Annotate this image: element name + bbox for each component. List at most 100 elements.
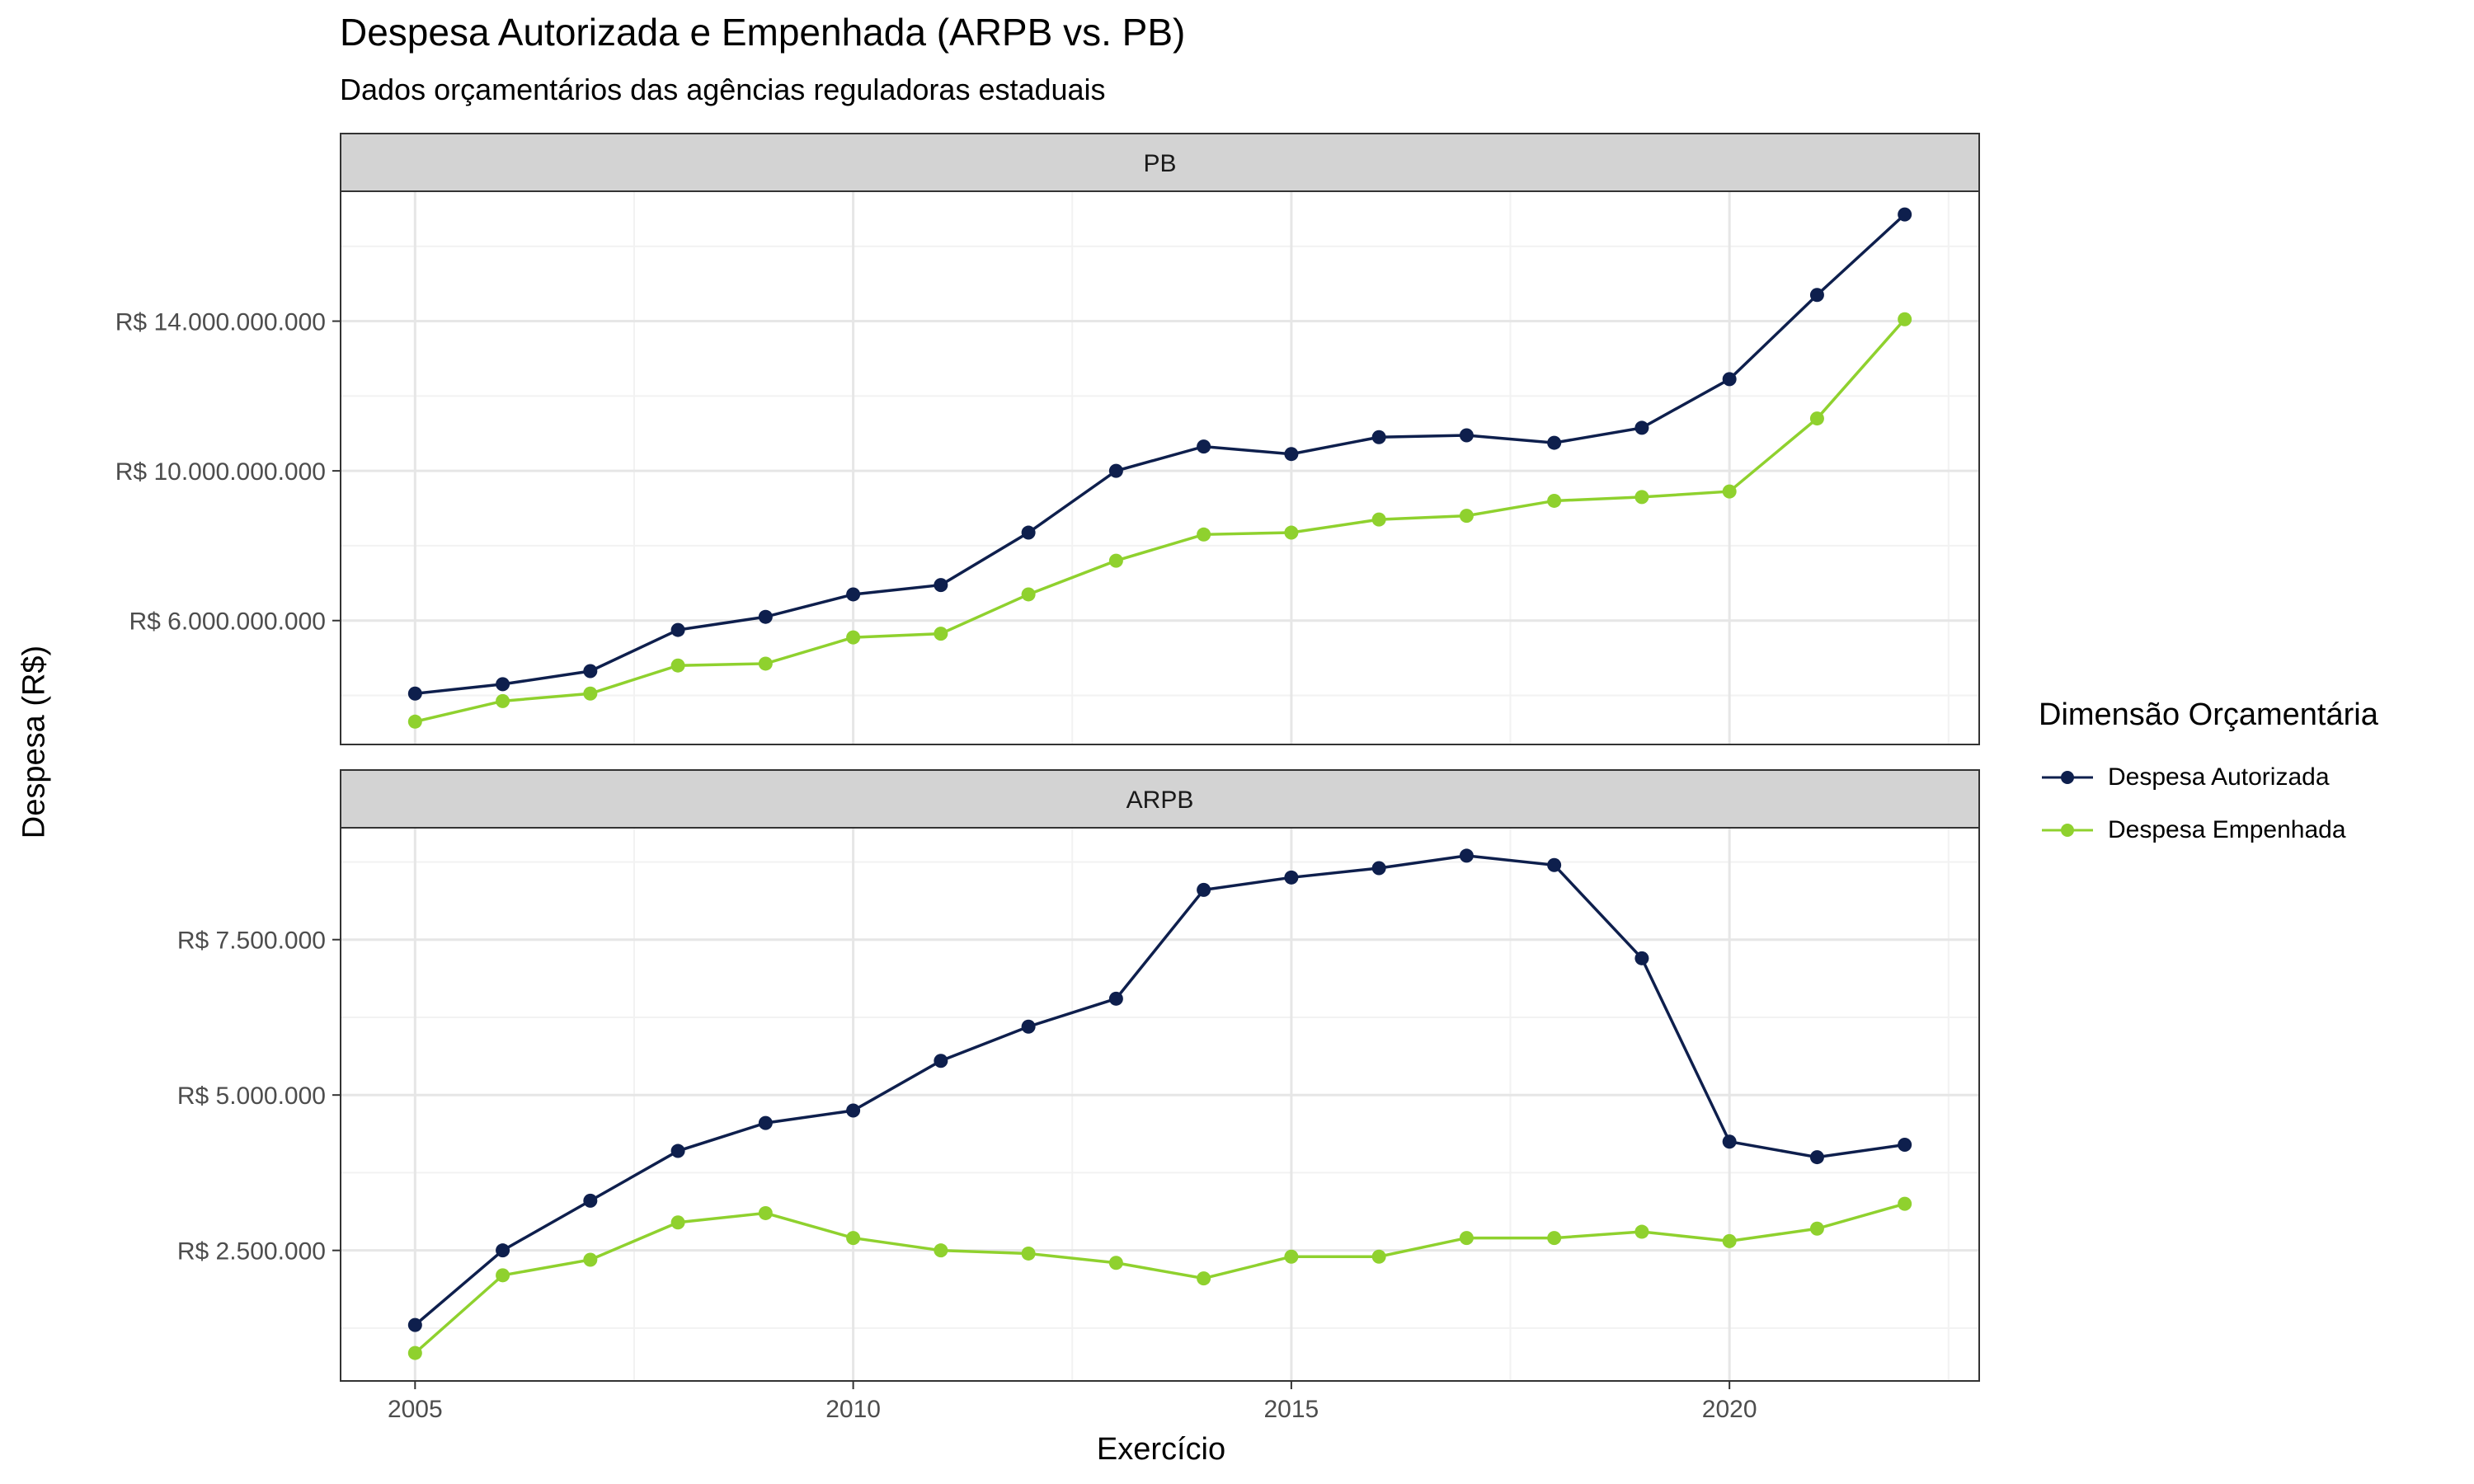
data-point-pb-autorizada [934, 578, 948, 593]
data-point-pb-autorizada [1284, 447, 1299, 462]
data-point-arpb-autorizada [1021, 1019, 1036, 1034]
x-tick-label: 2015 [1264, 1396, 1319, 1423]
legend-title: Dimensão Orçamentária [2039, 697, 2378, 732]
series-line-arpb-autorizada [414, 854, 1905, 1327]
legend-item-empenhada: Despesa Empenhada [2039, 804, 2378, 857]
x-axis-label: Exercício [1096, 1432, 1226, 1467]
data-point-pb-empenhada [1722, 484, 1737, 499]
panel-background [341, 828, 1979, 1381]
chart-subtitle: Dados orçamentários das agências regulad… [340, 73, 1106, 106]
data-point-arpb-autorizada [1108, 991, 1123, 1006]
data-point-arpb-empenhada [1108, 1256, 1123, 1270]
data-point-arpb-empenhada [1459, 1231, 1474, 1246]
facet-strip [340, 133, 1980, 192]
series-line-pb-autorizada [415, 213, 1906, 695]
series-line-arpb-empenhada [414, 1202, 1906, 1355]
data-point-pb-autorizada [1634, 420, 1649, 435]
data-point-pb-autorizada [758, 609, 773, 624]
data-point-pb-empenhada [1108, 553, 1123, 568]
panel-background [341, 191, 1979, 744]
data-point-arpb-empenhada [670, 1215, 685, 1230]
data-point-arpb-autorizada [1722, 1134, 1737, 1149]
data-point-arpb-empenhada [846, 1231, 861, 1246]
data-point-arpb-autorizada [407, 1317, 422, 1332]
data-point-pb-autorizada [1021, 525, 1036, 540]
data-point-arpb-autorizada [670, 1144, 685, 1158]
x-tick-label: 2020 [1702, 1396, 1757, 1423]
data-point-arpb-empenhada [1547, 1231, 1562, 1246]
data-point-pb-autorizada [1809, 288, 1824, 303]
data-point-arpb-empenhada [1197, 1271, 1211, 1286]
data-point-pb-autorizada [1108, 463, 1123, 478]
data-point-arpb-autorizada [934, 1054, 948, 1068]
data-point-pb-empenhada [1284, 525, 1299, 540]
data-point-arpb-autorizada [1371, 861, 1386, 876]
data-point-arpb-empenhada [496, 1268, 510, 1283]
legend-label-autorizada: Despesa Autorizada [2108, 763, 2330, 791]
facet-strip [340, 769, 1980, 829]
data-point-arpb-autorizada [1634, 951, 1649, 965]
data-point-pb-empenhada [758, 656, 773, 671]
data-point-arpb-autorizada [1809, 1150, 1824, 1165]
data-point-pb-autorizada [496, 677, 510, 692]
data-point-arpb-autorizada [846, 1103, 861, 1118]
data-point-arpb-autorizada [1898, 1138, 1912, 1153]
data-point-pb-autorizada [407, 686, 422, 701]
data-point-pb-autorizada [1722, 372, 1737, 387]
x-tick-label: 2010 [825, 1396, 881, 1423]
x-tick-label: 2005 [388, 1396, 443, 1423]
data-point-pb-empenhada [583, 686, 598, 701]
data-point-pb-empenhada [846, 630, 861, 645]
data-point-pb-empenhada [1809, 411, 1824, 426]
data-point-arpb-empenhada [758, 1205, 773, 1220]
data-point-arpb-empenhada [1898, 1196, 1912, 1211]
data-point-pb-empenhada [934, 627, 948, 641]
facet-strip-label: ARPB [1126, 787, 1194, 814]
legend-key-autorizada [2042, 771, 2093, 784]
legend-item-autorizada: Despesa Autorizada [2039, 751, 2378, 804]
y-tick-label: R$ 14.000.000.000 [115, 309, 326, 336]
data-point-arpb-autorizada [1284, 870, 1299, 885]
chart-title: Despesa Autorizada e Empenhada (ARPB vs.… [340, 11, 1186, 54]
data-point-arpb-autorizada [583, 1193, 598, 1208]
legend-key-empenhada [2042, 824, 2093, 837]
data-point-arpb-empenhada [1634, 1224, 1649, 1239]
data-point-pb-autorizada [583, 664, 598, 679]
data-point-pb-empenhada [1459, 509, 1474, 524]
data-point-pb-empenhada [670, 658, 685, 673]
series-line-pb-empenhada [414, 318, 1906, 724]
y-tick-label: R$ 5.000.000 [177, 1082, 326, 1110]
data-point-pb-empenhada [1898, 312, 1912, 326]
data-point-pb-empenhada [496, 693, 510, 708]
legend: Dimensão Orçamentária Despesa Autorizada… [2039, 697, 2378, 857]
data-point-arpb-autorizada [1459, 848, 1474, 863]
data-point-pb-empenhada [1634, 490, 1649, 505]
data-point-arpb-empenhada [1371, 1249, 1386, 1264]
data-point-arpb-autorizada [1197, 882, 1211, 897]
data-point-pb-empenhada [1021, 587, 1036, 602]
data-point-pb-empenhada [1371, 512, 1386, 527]
data-point-arpb-empenhada [583, 1252, 598, 1267]
data-point-arpb-autorizada [1547, 857, 1562, 872]
data-point-arpb-empenhada [1722, 1233, 1737, 1248]
y-tick-label: R$ 10.000.000.000 [115, 458, 326, 486]
y-tick-label: R$ 7.500.000 [177, 928, 326, 955]
legend-label-empenhada: Despesa Empenhada [2108, 816, 2346, 843]
y-tick-label: R$ 6.000.000.000 [129, 608, 326, 636]
data-point-pb-autorizada [1371, 430, 1386, 444]
data-point-pb-empenhada [407, 714, 422, 729]
data-point-pb-autorizada [1197, 439, 1211, 454]
data-point-pb-empenhada [1197, 527, 1211, 542]
data-point-arpb-empenhada [1284, 1249, 1299, 1264]
y-tick-label: R$ 2.500.000 [177, 1238, 326, 1266]
data-point-pb-autorizada [846, 587, 861, 602]
data-point-pb-autorizada [670, 622, 685, 637]
data-point-pb-autorizada [1547, 435, 1562, 450]
data-point-pb-empenhada [1547, 493, 1562, 508]
data-point-pb-autorizada [1898, 207, 1912, 222]
data-point-arpb-autorizada [496, 1243, 510, 1258]
data-point-pb-autorizada [1459, 428, 1474, 443]
data-point-arpb-empenhada [934, 1243, 948, 1258]
